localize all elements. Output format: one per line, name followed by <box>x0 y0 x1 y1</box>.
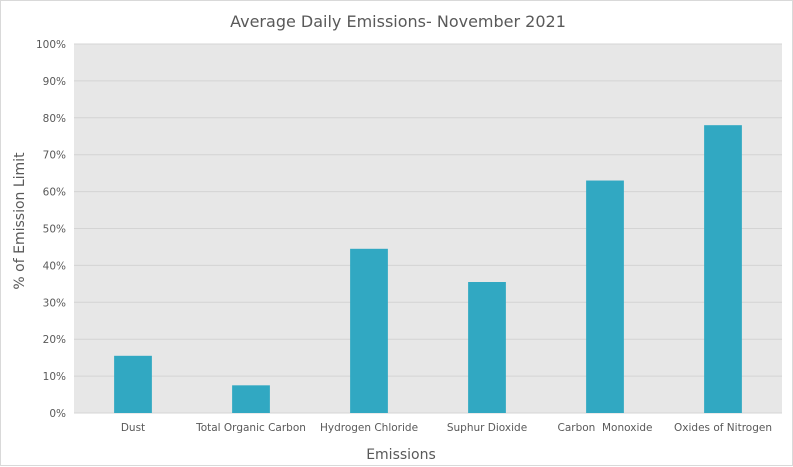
y-tick-label: 90% <box>43 76 66 88</box>
bar-hydrogen-chloride <box>350 248 388 413</box>
y-tick-label: 100% <box>36 39 66 51</box>
bar-total-organic-carbon <box>232 385 270 413</box>
x-tick-label: Oxides of Nitrogen <box>674 422 772 434</box>
x-axis-title: Emissions <box>366 447 436 463</box>
y-tick-label: 60% <box>43 187 66 199</box>
y-axis-title: % of Emission Limit <box>12 152 28 290</box>
bars <box>114 125 742 414</box>
y-tick-label: 40% <box>43 260 66 272</box>
y-tick-label: 10% <box>43 371 66 383</box>
x-tick-label: Carbon Monoxide <box>558 422 653 434</box>
x-tick-label: Suphur Dioxide <box>447 422 527 434</box>
x-tick-label: Total Organic Carbon <box>195 422 306 434</box>
bar-oxides-of-nitrogen <box>704 125 742 414</box>
y-tick-label: 70% <box>43 150 66 162</box>
gridlines <box>74 43 782 414</box>
bar-suphur-dioxide <box>468 282 506 413</box>
chart-title: Average Daily Emissions- November 2021 <box>230 12 566 31</box>
y-tick-label: 30% <box>43 297 66 309</box>
x-tick-labels: Dust Total Organic Carbon Hydrogen Chlorid… <box>121 422 772 434</box>
x-tick-label: Dust <box>121 422 145 434</box>
bar-carbon-monoxide <box>586 180 624 413</box>
y-tick-labels: 0% 10% 20% 30% 40% 50% 60% 70% 80% 90% 100% <box>36 39 66 420</box>
y-tick-label: 20% <box>43 334 66 346</box>
y-tick-label: 80% <box>43 113 66 125</box>
y-tick-label: 50% <box>43 224 66 236</box>
x-tick-label: Hydrogen Chloride <box>320 422 418 434</box>
y-tick-label: 0% <box>49 408 66 420</box>
bar-dust <box>114 355 152 413</box>
